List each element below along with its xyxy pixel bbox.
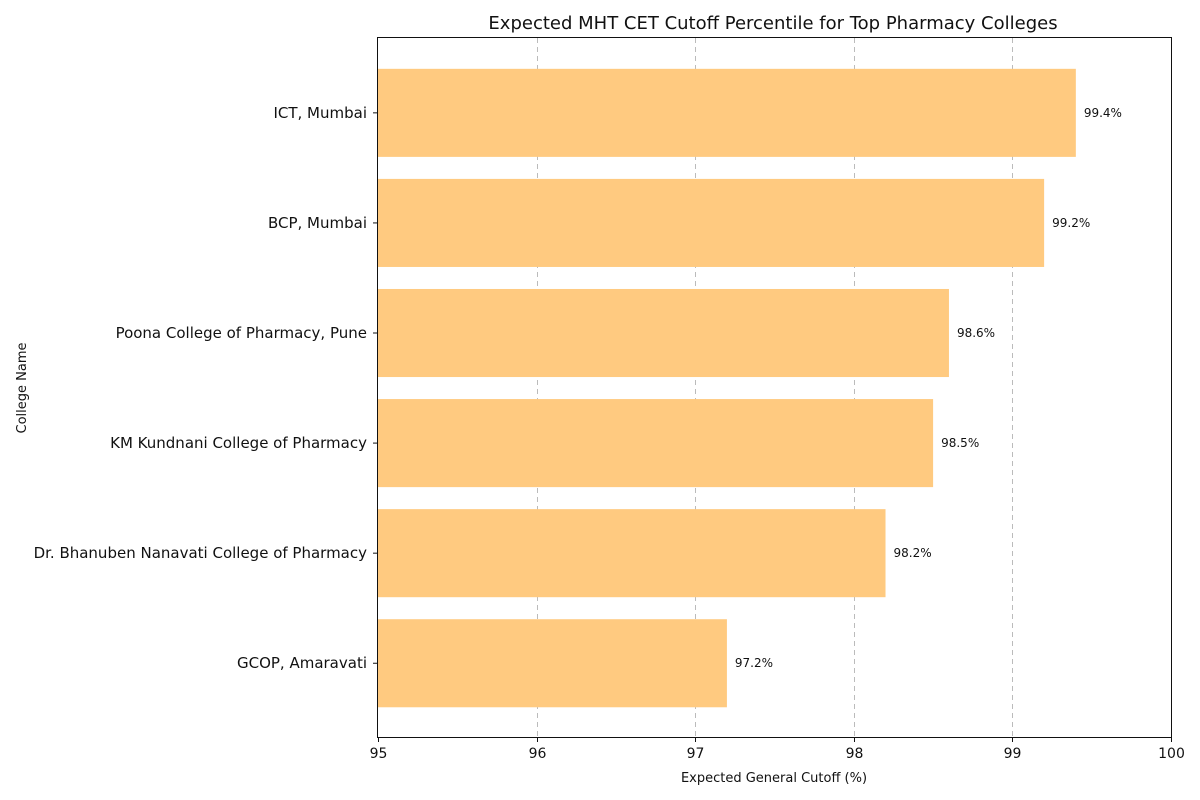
bar-value-label: 99.2%: [1052, 216, 1090, 230]
bar: [378, 68, 1076, 157]
y-tick-label: Poona College of Pharmacy, Pune: [116, 324, 367, 342]
plot-frame: [377, 37, 1172, 738]
x-tick-label: 99: [1004, 746, 1022, 762]
bar: [378, 399, 934, 488]
bar: [378, 619, 727, 708]
y-tick-label: BCP, Mumbai: [268, 214, 367, 232]
x-tick-label: 98: [846, 746, 864, 762]
bar-value-label: 97.2%: [735, 656, 773, 670]
bar: [378, 509, 886, 598]
x-tick-label: 95: [370, 746, 388, 762]
x-axis-label: Expected General Cutoff (%): [681, 771, 867, 786]
x-tick-label: 97: [687, 746, 705, 762]
y-tick-label: Dr. Bhanuben Nanavati College of Pharmac…: [34, 544, 368, 562]
y-axis-label: College Name: [15, 343, 30, 434]
y-tick-label: ICT, Mumbai: [273, 104, 367, 122]
x-ticks-layer: 95 96 97 98 99 100: [370, 737, 1185, 762]
y-tick-label: KM Kundnani College of Pharmacy: [110, 434, 367, 452]
bar: [378, 288, 949, 378]
bar-value-label: 98.2%: [894, 546, 932, 560]
bar: [378, 178, 1045, 267]
bar-value-label: 98.5%: [941, 436, 979, 450]
bar-value-label: 99.4%: [1084, 106, 1122, 120]
chart-title: Expected MHT CET Cutoff Percentile for T…: [488, 13, 1057, 34]
bar-value-label: 98.6%: [957, 326, 995, 340]
category-labels-layer: ICT, Mumbai BCP, Mumbai Poona College of P…: [34, 104, 378, 672]
x-tick-label: 96: [529, 746, 547, 762]
data-labels-layer: 99.4% 99.2% 98.6% 98.5% 98.2% 97.2%: [735, 106, 1122, 670]
x-tick-label: 100: [1158, 746, 1185, 762]
bars-layer: [378, 68, 1076, 708]
y-tick-label: GCOP, Amaravati: [237, 654, 367, 672]
